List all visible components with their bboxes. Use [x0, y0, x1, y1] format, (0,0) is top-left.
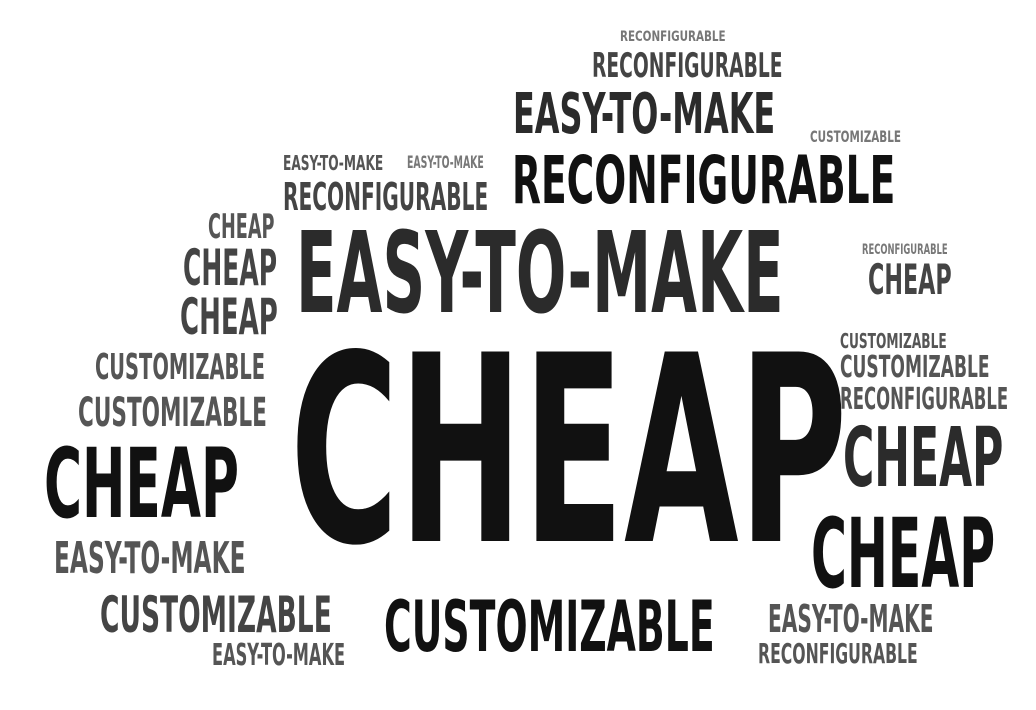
- word-customizable-small-right: CUSTOMIZABLE: [810, 127, 901, 146]
- word-customizable-bottom-center: CUSTOMIZABLE: [384, 586, 715, 668]
- word-cheap-right-1: CHEAP: [843, 411, 1004, 506]
- word-cheap-left-large: CHEAP: [44, 428, 239, 540]
- word-cheap-small-1: CHEAP: [208, 207, 275, 247]
- word-cheap-right-small: CHEAP: [868, 255, 952, 304]
- word-easy-to-make-large: EASY-TO-MAKE: [296, 209, 784, 339]
- word-cheap-giant: CHEAP: [290, 301, 848, 603]
- word-easy-to-make-tiny: EASY-TO-MAKE: [407, 153, 484, 173]
- word-customizable-right-tiny: CUSTOMIZABLE: [840, 329, 947, 353]
- word-customizable-right: CUSTOMIZABLE: [840, 350, 990, 385]
- word-reconfigurable-tiny-right: RECONFIGURABLE: [862, 242, 948, 258]
- word-cheap-small-2: CHEAP: [183, 239, 278, 297]
- word-reconfigurable-bottom-right: RECONFIGURABLE: [758, 637, 918, 670]
- word-easy-to-make-upper: EASY-TO-MAKE: [513, 82, 776, 147]
- word-easy-to-make-bottom-left: EASY-TO-MAKE: [54, 533, 246, 584]
- word-reconfigurable-top: RECONFIGURABLE: [592, 46, 783, 86]
- word-cheap-small-3: CHEAP: [180, 288, 278, 346]
- word-reconfigurable-tiny-top: RECONFIGURABLE: [620, 29, 726, 45]
- word-reconfigurable-right: RECONFIGURABLE: [840, 382, 1009, 417]
- word-easy-to-make-bottom-small: EASY-TO-MAKE: [212, 638, 346, 673]
- word-customizable-left-1: CUSTOMIZABLE: [95, 347, 266, 388]
- word-reconfigurable-left: RECONFIGURABLE: [283, 175, 489, 219]
- word-reconfigurable-large: RECONFIGURABLE: [512, 142, 896, 219]
- word-easy-to-make-small-left: EASY-TO-MAKE: [283, 151, 384, 175]
- word-easy-to-make-bottom-right: EASY-TO-MAKE: [768, 597, 934, 641]
- word-customizable-bottom-left: CUSTOMIZABLE: [100, 586, 332, 644]
- word-cheap-right-2: CHEAP: [811, 498, 996, 610]
- word-customizable-left-2: CUSTOMIZABLE: [78, 390, 267, 436]
